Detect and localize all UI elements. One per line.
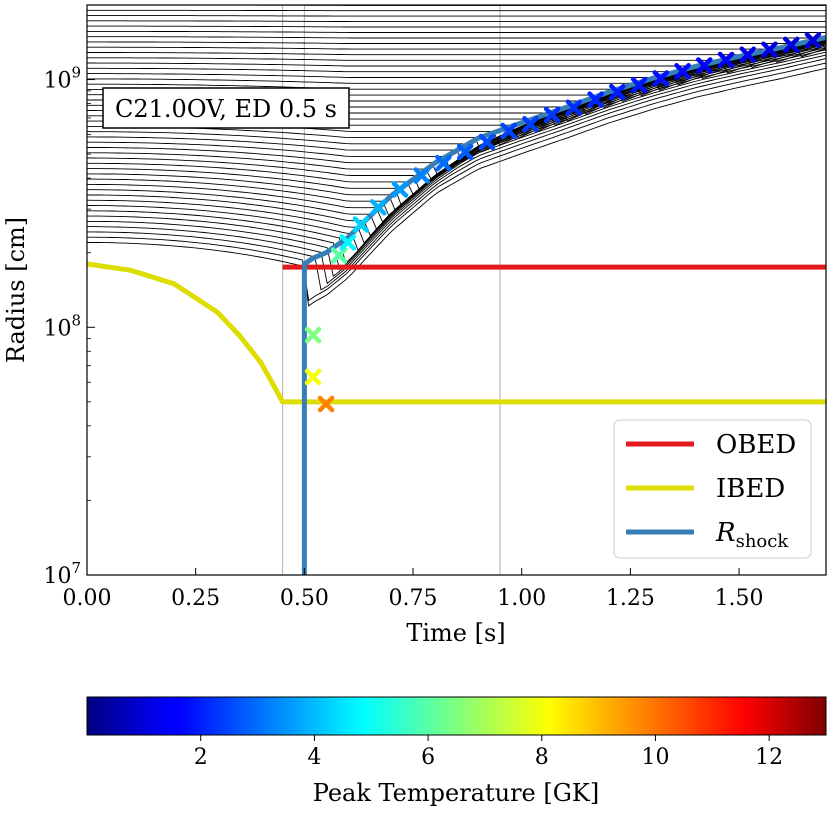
temperature-marker (609, 83, 626, 101)
temperature-marker (522, 116, 539, 133)
temperature-marker (696, 57, 713, 74)
temperature-marker (630, 76, 648, 94)
x-tick-label: 1.00 (497, 586, 546, 611)
y-tick-label: 109 (43, 64, 81, 94)
trajectory-line (87, 37, 826, 80)
y-axis-label: Radius [cm] (2, 217, 30, 363)
trajectory-line (87, 54, 826, 285)
temperature-marker (565, 99, 583, 116)
legend-label-obed: OBED (716, 430, 796, 460)
x-tick-label: 0.25 (171, 586, 220, 611)
trajectory-line (87, 30, 826, 33)
temperature-marker (717, 51, 735, 69)
temperature-marker (478, 133, 496, 151)
temperature-marker (339, 234, 357, 251)
temperature-marker (413, 167, 430, 184)
trajectory-line (87, 40, 826, 74)
mass-shell-trajectories (87, 5, 826, 307)
colorbar-tick-label: 8 (535, 745, 549, 770)
legend: OBED IBED Rshock (613, 419, 812, 559)
legend-label-ibed: IBED (716, 474, 785, 504)
colorbar-ticks: 2 4 6 8 10 12 (194, 735, 783, 770)
trajectory-line (87, 62, 826, 302)
model-annotation: C21.0OV, ED 0.5 s (115, 95, 337, 123)
peak-temperature-markers (304, 32, 822, 413)
temperature-marker (304, 368, 322, 386)
series-line-r (301, 34, 826, 575)
trajectory-line (87, 25, 826, 28)
temperature-marker (543, 106, 561, 124)
x-tick-label: 1.50 (715, 586, 764, 611)
trajectory-line (87, 37, 826, 91)
temperature-marker (761, 41, 778, 58)
x-tick-label: 0.50 (280, 586, 329, 611)
trajectory-line (87, 15, 826, 17)
axis-ticks: 0.00 0.25 0.50 0.75 1.00 1.25 1.50 107 108 109 (43, 4, 764, 611)
temperature-marker (456, 143, 474, 161)
temperature-marker (652, 70, 670, 87)
series-line-ibed (87, 261, 826, 405)
trajectory-line (87, 20, 826, 23)
trajectory-line (87, 45, 826, 63)
temperature-marker (352, 216, 370, 233)
trajectory-line (87, 41, 826, 58)
x-axis-label: Time [s] (406, 619, 505, 647)
colorbar-tick-label: 10 (641, 745, 669, 770)
plot-frame (86, 4, 827, 576)
trajectory-line (87, 36, 826, 52)
y-tick-label: 108 (43, 311, 81, 341)
temperature-marker (330, 247, 348, 264)
temperature-marker (587, 91, 604, 108)
temperature-marker (739, 46, 757, 63)
trajectory-line (87, 37, 826, 97)
temperature-marker (317, 395, 335, 413)
series-lines (87, 34, 826, 575)
model-annotation-box: C21.0OV, ED 0.5 s (102, 87, 350, 129)
temperature-marker (391, 181, 409, 198)
temperature-marker (370, 199, 387, 216)
colorbar-tick-label: 4 (307, 745, 321, 770)
temperature-marker (304, 326, 322, 344)
colorbar-tick-label: 2 (194, 745, 208, 770)
y-tick-label: 107 (43, 559, 81, 589)
x-tick-label: 0.00 (63, 586, 112, 611)
colorbar-tick-label: 12 (755, 745, 783, 770)
temperature-marker (674, 63, 691, 80)
trajectory-line (87, 67, 826, 307)
trajectory-line (87, 37, 826, 86)
colorbar-tick-label: 6 (421, 745, 435, 770)
temperature-marker (435, 154, 452, 172)
trajectory-line (87, 58, 826, 291)
colorbar: 2 4 6 8 10 12 Peak Temperature [GK] (86, 696, 827, 807)
x-tick-label: 0.75 (389, 586, 438, 611)
colorbar-gradient (86, 696, 827, 736)
x-tick-label: 1.25 (606, 586, 655, 611)
legend-label-rshock: Rshock (715, 518, 789, 552)
colorbar-label: Peak Temperature [GK] (313, 779, 599, 807)
temperature-marker (500, 122, 517, 140)
trajectory-line (87, 42, 826, 69)
temperature-marker (804, 32, 822, 49)
trajectory-line (87, 51, 826, 278)
temperature-marker (782, 36, 800, 54)
